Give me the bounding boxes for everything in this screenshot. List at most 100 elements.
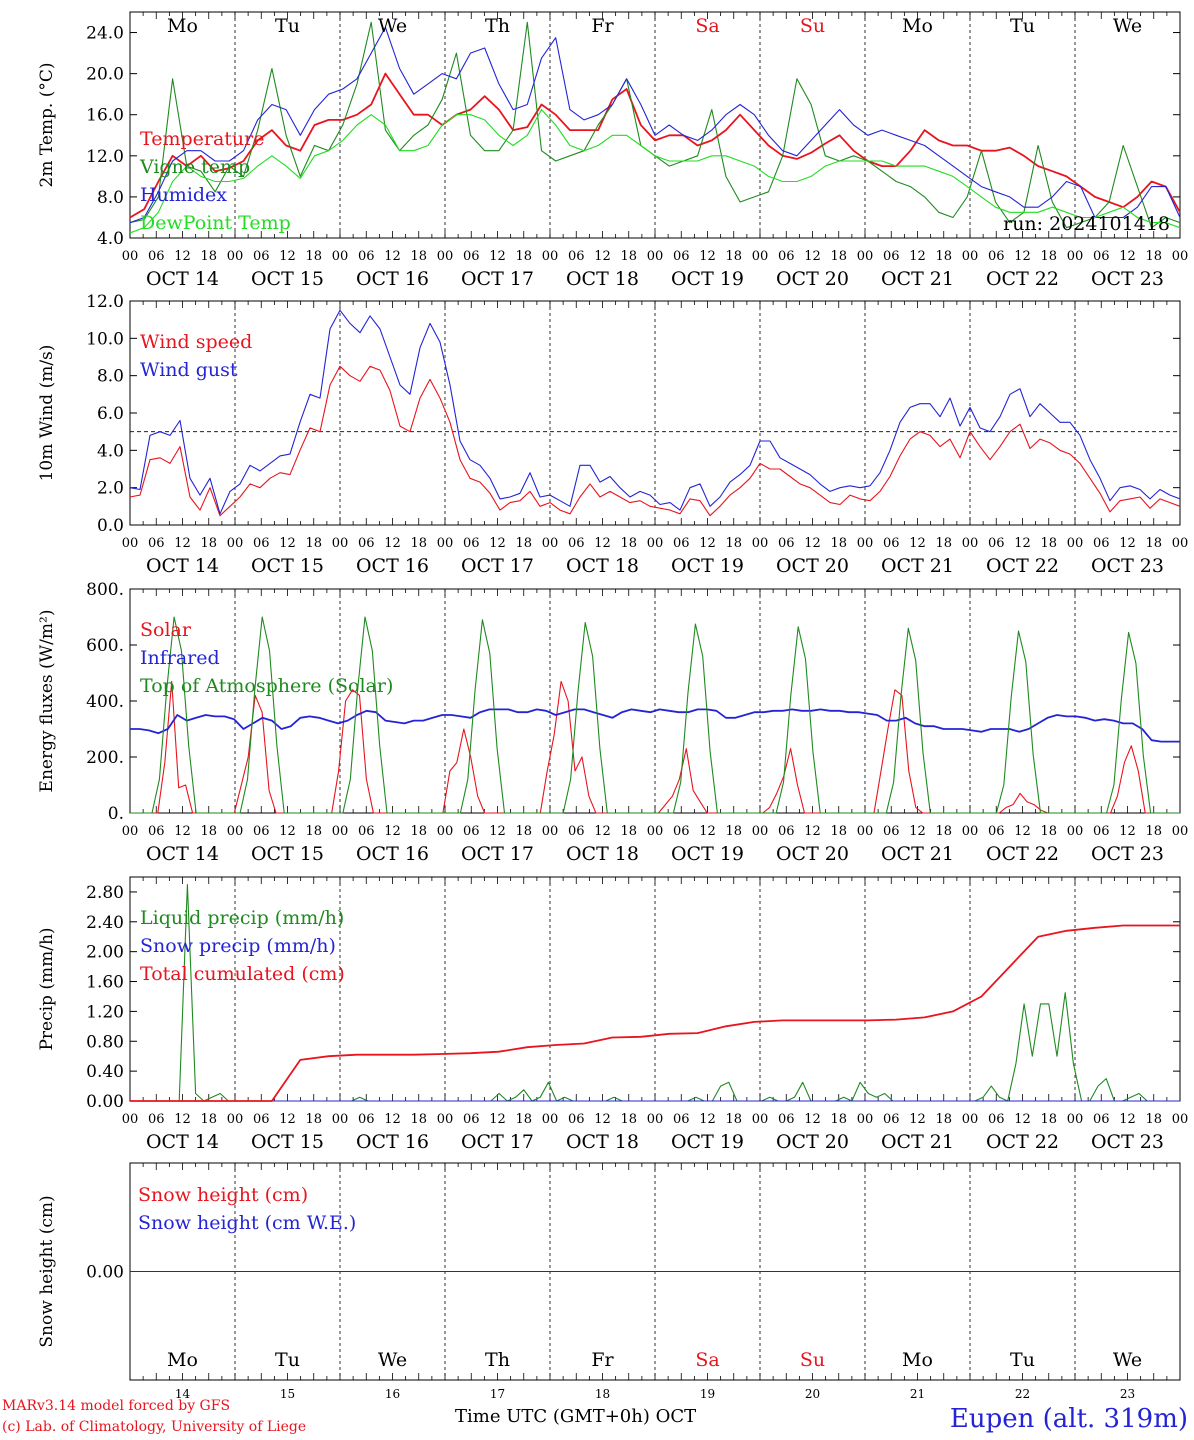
series-line-vigne-temp bbox=[129, 21, 1181, 229]
hour-tick-label: 00 bbox=[332, 824, 349, 839]
hour-tick-label: 00 bbox=[647, 536, 664, 551]
date-label: OCT 16 bbox=[356, 1131, 429, 1153]
hour-tick-label: 18 bbox=[830, 1112, 847, 1127]
date-label: OCT 21 bbox=[881, 1131, 954, 1153]
model-credit: MARv3.14 model forced by GFS bbox=[2, 1398, 231, 1414]
hour-tick-label: 00 bbox=[752, 824, 769, 839]
day-name-label: Mo bbox=[167, 15, 198, 37]
hour-tick-label: 00 bbox=[857, 536, 874, 551]
series-line-infrared bbox=[130, 708, 1180, 743]
hour-tick-label: 06 bbox=[778, 1112, 795, 1127]
hour-tick-label: 18 bbox=[1040, 1112, 1057, 1127]
y-tick-label: 0.80 bbox=[86, 1032, 124, 1052]
date-label: OCT 20 bbox=[776, 555, 849, 577]
legend-entry: DewPoint Temp bbox=[140, 212, 291, 234]
date-label: OCT 15 bbox=[251, 268, 324, 290]
hour-tick-label: 12 bbox=[909, 1112, 926, 1127]
hour-tick-label: 00 bbox=[962, 536, 979, 551]
hour-tick-label: 12 bbox=[909, 536, 926, 551]
hour-tick-label: 12 bbox=[489, 824, 506, 839]
hour-tick-label: 18 bbox=[1040, 824, 1057, 839]
hour-tick-label: 06 bbox=[253, 536, 270, 551]
date-label: OCT 23 bbox=[1091, 555, 1164, 577]
hour-tick-label: 12 bbox=[804, 536, 821, 551]
hour-tick-label: 00 bbox=[647, 824, 664, 839]
hour-tick-label: 06 bbox=[148, 1112, 165, 1127]
date-label: OCT 22 bbox=[986, 555, 1059, 577]
hour-tick-label: 00 bbox=[437, 824, 454, 839]
hour-tick-label: 00 bbox=[647, 1112, 664, 1127]
hour-tick-label: 00 bbox=[122, 536, 139, 551]
legend-entry: Wind speed bbox=[140, 331, 252, 353]
hour-tick-label: 18 bbox=[1040, 249, 1057, 264]
hour-tick-label: 06 bbox=[673, 824, 690, 839]
hour-tick-label: 06 bbox=[253, 1112, 270, 1127]
y-tick-label: 12.0 bbox=[86, 292, 124, 312]
date-label: OCT 22 bbox=[986, 1131, 1059, 1153]
day-name-label: Tu bbox=[275, 15, 300, 37]
date-label: OCT 18 bbox=[566, 1131, 639, 1153]
series-line-top-of-atmosphere-solar bbox=[130, 616, 1180, 814]
hour-tick-label: 06 bbox=[568, 824, 585, 839]
y-tick-label: 2.00 bbox=[86, 943, 124, 963]
hour-tick-label: 18 bbox=[410, 249, 427, 264]
legend-entry: Temperature bbox=[140, 128, 264, 150]
day-name-label: Mo bbox=[902, 1349, 933, 1371]
date-label: OCT 19 bbox=[671, 268, 744, 290]
date-label: OCT 22 bbox=[986, 843, 1059, 865]
hour-tick-label: 00 bbox=[857, 249, 874, 264]
day-number-label: 19 bbox=[700, 1387, 715, 1401]
hour-tick-label: 00 bbox=[1067, 1112, 1084, 1127]
hour-tick-label: 00 bbox=[962, 249, 979, 264]
hour-tick-label: 18 bbox=[725, 536, 742, 551]
date-label: OCT 15 bbox=[251, 843, 324, 865]
hour-tick-label: 06 bbox=[988, 536, 1005, 551]
hour-tick-label: 12 bbox=[489, 536, 506, 551]
day-name-label: We bbox=[378, 15, 407, 37]
day-name-label: Sa bbox=[695, 1349, 719, 1371]
hour-tick-label: 00 bbox=[332, 1112, 349, 1127]
hour-tick-label: 06 bbox=[883, 536, 900, 551]
hour-tick-label: 00 bbox=[1172, 249, 1189, 264]
hour-tick-label: 18 bbox=[935, 1112, 952, 1127]
hour-tick-label: 00 bbox=[752, 249, 769, 264]
hour-tick-label: 18 bbox=[935, 536, 952, 551]
hour-tick-label: 06 bbox=[463, 1112, 480, 1127]
day-number-label: 18 bbox=[595, 1387, 610, 1401]
series-line-wind-speed bbox=[129, 365, 1181, 517]
y-tick-label: 200. bbox=[86, 748, 124, 768]
day-name-label: Su bbox=[800, 15, 825, 37]
hour-tick-label: 06 bbox=[253, 249, 270, 264]
hour-tick-label: 18 bbox=[410, 1112, 427, 1127]
series-line-dewpoint-temp bbox=[129, 109, 1181, 234]
y-tick-label: 2.40 bbox=[86, 913, 124, 933]
y-tick-label: 8.0 bbox=[97, 188, 124, 208]
hour-tick-label: 12 bbox=[804, 1112, 821, 1127]
hour-tick-label: 00 bbox=[752, 1112, 769, 1127]
hour-tick-label: 12 bbox=[1119, 536, 1136, 551]
hour-tick-label: 06 bbox=[148, 824, 165, 839]
hour-tick-label: 06 bbox=[463, 536, 480, 551]
hour-tick-label: 00 bbox=[1172, 1112, 1189, 1127]
hour-tick-label: 18 bbox=[1040, 536, 1057, 551]
date-label: OCT 19 bbox=[671, 1131, 744, 1153]
date-label: OCT 14 bbox=[146, 843, 219, 865]
date-label: OCT 20 bbox=[776, 843, 849, 865]
time-axis-label: Time UTC (GMT+0h) bbox=[455, 1406, 650, 1427]
hour-tick-label: 00 bbox=[227, 249, 244, 264]
date-label: OCT 19 bbox=[671, 555, 744, 577]
legend-entry: Vigne temp bbox=[139, 156, 250, 178]
hour-tick-label: 12 bbox=[1014, 249, 1031, 264]
hour-tick-label: 06 bbox=[673, 536, 690, 551]
series-line-temperature bbox=[129, 72, 1181, 219]
hour-tick-label: 06 bbox=[253, 824, 270, 839]
hour-tick-label: 00 bbox=[332, 536, 349, 551]
y-tick-label: 800. bbox=[86, 580, 124, 600]
legend-entry: Total cumulated (cm) bbox=[140, 963, 345, 985]
series-line-wind-gust bbox=[129, 309, 1181, 515]
hour-tick-label: 12 bbox=[909, 824, 926, 839]
panel-frame bbox=[129, 300, 1181, 526]
hour-tick-label: 00 bbox=[122, 1112, 139, 1127]
hour-tick-label: 06 bbox=[463, 249, 480, 264]
day-number-label: 23 bbox=[1120, 1387, 1135, 1401]
